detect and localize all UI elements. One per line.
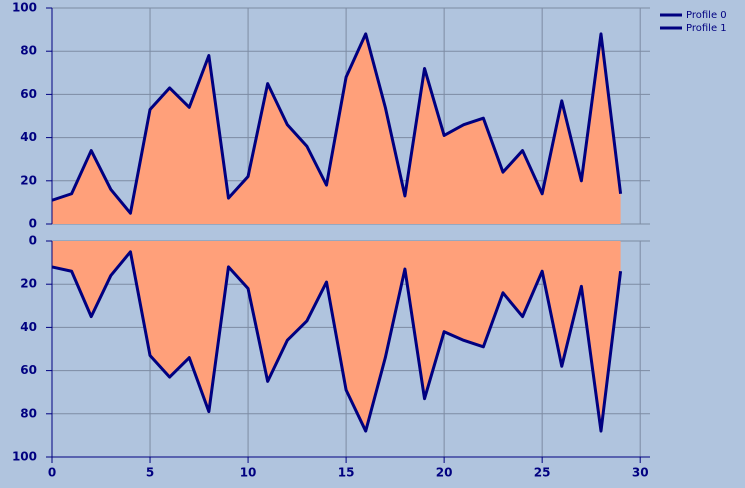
y-tick-label: 80 bbox=[20, 406, 37, 420]
y-tick-label: 0 bbox=[29, 217, 37, 231]
y-tick-label: 100 bbox=[12, 450, 37, 464]
line bbox=[51, 250, 623, 433]
x-tick-label: 15 bbox=[338, 466, 355, 480]
y-tick-label: 60 bbox=[20, 87, 37, 101]
y-tick-label: 40 bbox=[20, 130, 37, 144]
x-tick-label: 0 bbox=[48, 466, 56, 480]
line bbox=[51, 32, 623, 215]
x-tick-label: 10 bbox=[240, 466, 257, 480]
area-fill bbox=[52, 33, 621, 224]
y-tick-label: 100 bbox=[12, 1, 37, 15]
x-tick-label: 5 bbox=[146, 466, 154, 480]
y-tick-label: 80 bbox=[20, 44, 37, 58]
y-tick-label: 20 bbox=[20, 173, 37, 187]
y-tick-label: 0 bbox=[29, 234, 37, 248]
x-tick-label: 25 bbox=[534, 466, 551, 480]
legend-label: Profile 0 bbox=[686, 10, 727, 21]
legend-label: Profile 1 bbox=[686, 23, 727, 34]
y-tick-label: 40 bbox=[20, 320, 37, 334]
x-tick-label: 20 bbox=[436, 466, 453, 480]
y-tick-label: 20 bbox=[20, 277, 37, 291]
x-tick-label: 30 bbox=[632, 466, 649, 480]
y-tick-label: 60 bbox=[20, 363, 37, 377]
